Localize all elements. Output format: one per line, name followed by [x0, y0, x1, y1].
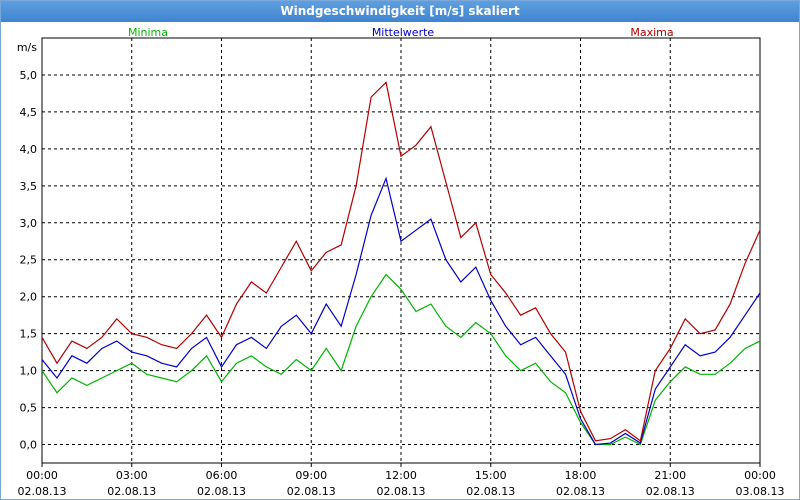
series-line-maxima: [41, 81, 761, 442]
x-tick-date-label: 02.08.13: [556, 485, 605, 498]
y-tick-label: 0,5: [20, 402, 38, 415]
x-tick-date-label: 03.08.13: [736, 485, 785, 498]
x-tick-time-label: 06:00: [206, 469, 238, 482]
y-axis-label: m/s: [17, 41, 37, 54]
y-tick-label: 2,0: [20, 291, 38, 304]
x-tick-date-label: 02.08.13: [377, 485, 426, 498]
y-tick-label: 0,0: [20, 439, 38, 452]
x-tick-date-label: 02.08.13: [197, 485, 246, 498]
x-tick-date-label: 02.08.13: [18, 485, 67, 498]
series-line-minima: [41, 273, 761, 446]
y-tick-label: 1,0: [20, 365, 38, 378]
series-line-mittelwerte: [41, 176, 761, 446]
x-tick-date-label: 02.08.13: [466, 485, 515, 498]
legend-entry-mittelwerte: Mittelwerte: [372, 26, 435, 39]
series-group: [41, 81, 761, 446]
y-tick-label: 4,5: [20, 106, 38, 119]
y-tick-label: 1,5: [20, 328, 38, 341]
y-tick-label: 5,0: [20, 69, 38, 82]
x-tick-date-label: 02.08.13: [287, 485, 336, 498]
x-axis: 00:00 02.08.13 03:00 02.08.13 06:00 02.08.13 0…: [18, 463, 785, 498]
legend-entry-minima: Minima: [128, 26, 168, 39]
x-tick-time-label: 18:00: [565, 469, 597, 482]
y-axis: 0,0 0,5 1,0 1,5 2,0 2,5 3,0 3,5 4,0 4,5 5,0 m/s: [17, 41, 37, 452]
y-tick-label: 4,0: [20, 143, 38, 156]
x-tick-time-label: 00:00: [744, 469, 776, 482]
x-tick-time-label: 21:00: [654, 469, 686, 482]
legend-entry-maxima: Maxima: [630, 26, 673, 39]
grid: [42, 38, 760, 463]
x-tick-date-label: 02.08.13: [107, 485, 156, 498]
x-tick-date-label: 02.08.13: [646, 485, 695, 498]
y-tick-label: 2,5: [20, 254, 38, 267]
x-tick-time-label: 00:00: [26, 469, 58, 482]
x-tick-time-label: 15:00: [475, 469, 507, 482]
y-tick-label: 3,0: [20, 217, 38, 230]
x-tick-time-label: 03:00: [116, 469, 148, 482]
x-tick-time-label: 12:00: [385, 469, 417, 482]
x-tick-time-label: 09:00: [295, 469, 327, 482]
y-tick-label: 3,5: [20, 180, 38, 193]
legend: Minima Mittelwerte Maxima: [128, 26, 674, 39]
window-title: Windgeschwindigkeit [m/s] skaliert: [1, 1, 799, 22]
